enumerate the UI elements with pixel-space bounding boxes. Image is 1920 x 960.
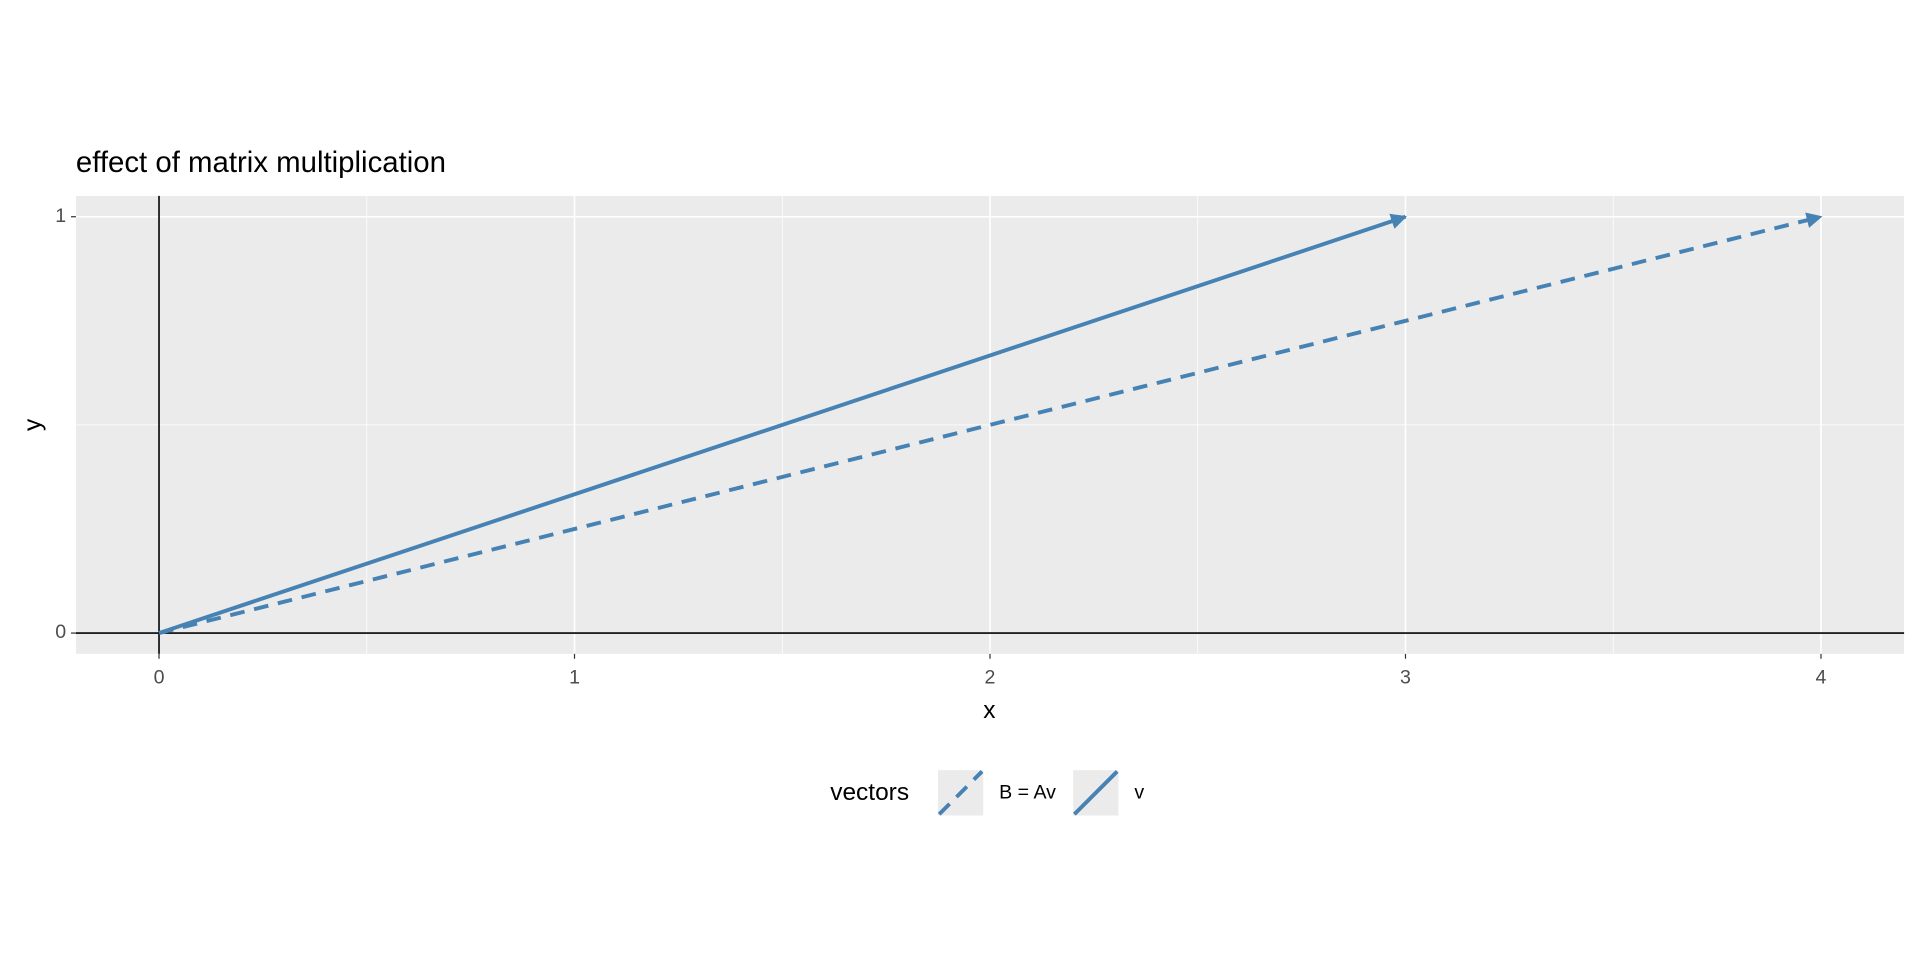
y-axis-label: y <box>20 418 47 431</box>
legend-label: B = Av <box>999 782 1056 804</box>
vector-line <box>158 212 1823 635</box>
x-tick-label: 2 <box>985 667 996 689</box>
x-tick-label: 1 <box>569 667 580 689</box>
chart-title: effect of matrix multiplication <box>76 146 446 179</box>
legend-line <box>937 770 984 816</box>
x-axis-label: x <box>983 697 995 724</box>
marks <box>75 195 1905 654</box>
vector-line <box>158 213 1408 635</box>
legend-label: v <box>1134 782 1144 804</box>
legend-line <box>1072 770 1119 816</box>
y-tick-label: 1 <box>55 205 66 227</box>
x-tick-label: 0 <box>154 667 165 689</box>
legend-title: vectors <box>830 779 909 806</box>
x-tick-label: 3 <box>1400 667 1411 689</box>
y-tick-label: 0 <box>55 621 66 643</box>
x-tick-label: 4 <box>1816 667 1827 689</box>
legend: vectors B = Av v <box>830 770 1144 816</box>
